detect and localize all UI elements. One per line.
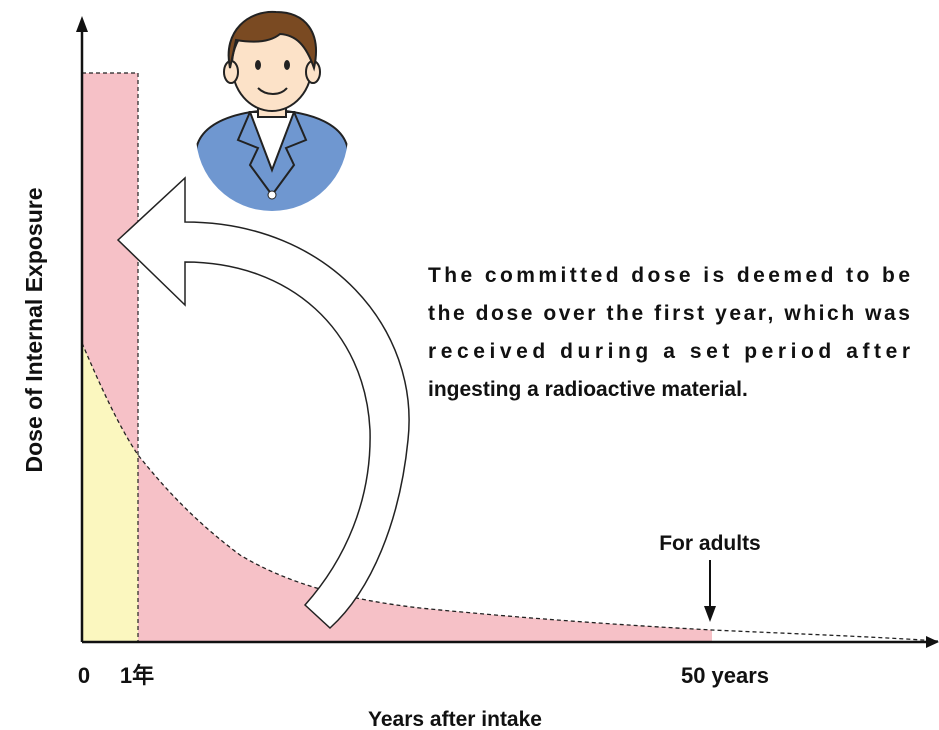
description-line: the dose over the first year, which was [428,302,910,325]
description-line: ingesting a radioactive material. [428,378,748,401]
description-line: received during a set period after [428,340,910,363]
y-axis-label: Dose of Internal Exposure [21,187,47,472]
x-tick-label: 1年 [120,663,154,688]
description-line: The committed dose is deemed to be [428,264,910,287]
annotation-arrowhead [704,606,716,622]
annotation: For adults [659,532,761,555]
x-axis-label: Years after intake [368,708,542,730]
person-icon [196,12,348,220]
x-tick-label: 50 years [681,663,769,688]
y-axis-arrow [76,16,88,32]
x-axis-arrow [926,636,939,648]
diagram: For adults Dose of Internal Exposure Yea… [0,0,939,730]
x-tick-label: 0 [78,663,90,688]
